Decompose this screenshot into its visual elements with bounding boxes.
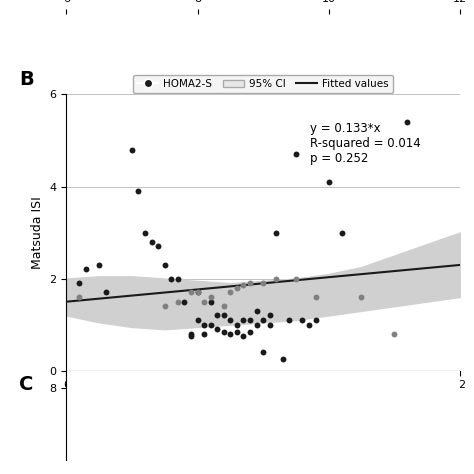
Point bbox=[181, 298, 188, 305]
Point bbox=[239, 316, 247, 324]
Point bbox=[253, 307, 260, 315]
Point bbox=[76, 293, 83, 301]
Point bbox=[220, 302, 228, 310]
Point bbox=[220, 328, 228, 335]
Point bbox=[207, 321, 214, 328]
Point bbox=[246, 316, 254, 324]
Point bbox=[312, 293, 319, 301]
Point bbox=[239, 332, 247, 340]
Point bbox=[174, 275, 182, 283]
Point bbox=[357, 293, 365, 301]
Point bbox=[187, 332, 195, 340]
Point bbox=[253, 321, 260, 328]
Point bbox=[82, 265, 90, 273]
Point bbox=[135, 187, 142, 195]
Point bbox=[266, 321, 273, 328]
Point bbox=[141, 229, 149, 237]
Point bbox=[194, 289, 201, 296]
Point bbox=[95, 261, 103, 269]
Point bbox=[207, 298, 214, 305]
Point bbox=[338, 229, 346, 237]
Point bbox=[312, 316, 319, 324]
Point bbox=[239, 282, 247, 289]
Point bbox=[227, 316, 234, 324]
Point bbox=[259, 348, 267, 356]
Point bbox=[148, 238, 155, 246]
Point bbox=[259, 279, 267, 287]
Point bbox=[259, 316, 267, 324]
Point bbox=[200, 298, 208, 305]
Point bbox=[207, 293, 214, 301]
Point bbox=[76, 279, 83, 287]
Point bbox=[279, 356, 286, 363]
Point bbox=[325, 178, 332, 186]
Point bbox=[213, 311, 221, 319]
Point bbox=[285, 316, 293, 324]
X-axis label: ELF-score: ELF-score bbox=[233, 396, 293, 409]
Point bbox=[194, 316, 201, 324]
Point bbox=[194, 289, 201, 296]
Point bbox=[227, 289, 234, 296]
Point bbox=[102, 289, 109, 296]
Point bbox=[187, 289, 195, 296]
Point bbox=[305, 321, 313, 328]
Point bbox=[155, 243, 162, 250]
Point bbox=[200, 321, 208, 328]
Point bbox=[161, 261, 169, 269]
Point bbox=[233, 328, 241, 335]
Point bbox=[292, 275, 300, 283]
Point bbox=[200, 330, 208, 337]
Point bbox=[403, 118, 411, 126]
Point bbox=[167, 275, 175, 283]
Point bbox=[299, 316, 306, 324]
Point bbox=[187, 330, 195, 337]
Legend: HOMA2-S, 95% CI, Fitted values: HOMA2-S, 95% CI, Fitted values bbox=[133, 75, 393, 93]
Y-axis label: Matsuda ISI: Matsuda ISI bbox=[31, 196, 44, 269]
Point bbox=[220, 311, 228, 319]
Point bbox=[246, 279, 254, 287]
Point bbox=[273, 229, 280, 237]
Point bbox=[174, 298, 182, 305]
Point bbox=[128, 146, 136, 154]
Point bbox=[273, 275, 280, 283]
Point bbox=[227, 330, 234, 337]
Point bbox=[292, 150, 300, 158]
Point bbox=[246, 328, 254, 335]
Point bbox=[233, 284, 241, 292]
Legend: Matsuda ISI, 95% CI, Fitted values: Matsuda ISI, 95% CI, Fitted values bbox=[128, 436, 399, 454]
Point bbox=[233, 321, 241, 328]
Point bbox=[391, 330, 398, 337]
Text: C: C bbox=[19, 375, 34, 394]
Point bbox=[213, 326, 221, 333]
Text: y = 0.133*x
R-squared = 0.014
p = 0.252: y = 0.133*x R-squared = 0.014 p = 0.252 bbox=[310, 122, 421, 165]
Point bbox=[266, 311, 273, 319]
Text: B: B bbox=[19, 70, 34, 89]
Point bbox=[161, 302, 169, 310]
